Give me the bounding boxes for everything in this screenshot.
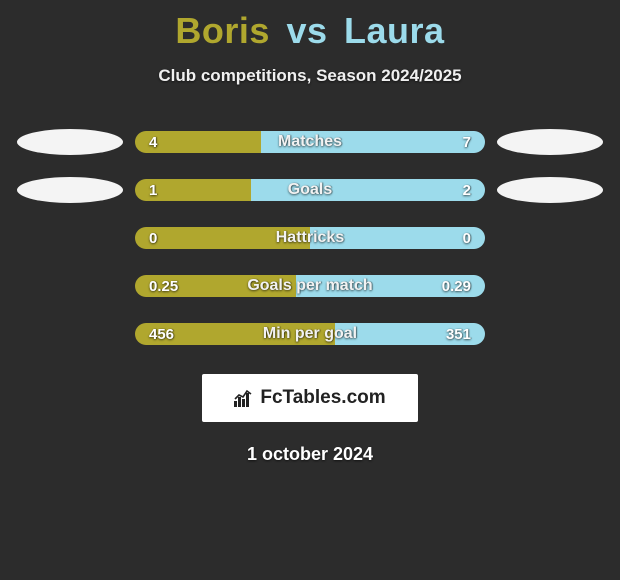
stat-row: 12Goals <box>0 178 620 202</box>
stat-label: Min per goal <box>135 323 485 345</box>
stat-row: 47Matches <box>0 130 620 154</box>
player1-oval <box>17 129 123 155</box>
stat-row: 00Hattricks <box>0 226 620 250</box>
subtitle: Club competitions, Season 2024/2025 <box>0 66 620 86</box>
stat-label: Goals per match <box>135 275 485 297</box>
stat-bar: 00Hattricks <box>135 227 485 249</box>
logo-inner: FcTables.com <box>234 387 385 409</box>
stat-bar: 456351Min per goal <box>135 323 485 345</box>
left-slot <box>5 177 135 203</box>
comparison-widget: Boris vs Laura Club competitions, Season… <box>0 0 620 465</box>
player2-oval <box>497 129 603 155</box>
stat-label: Matches <box>135 131 485 153</box>
stat-bar: 47Matches <box>135 131 485 153</box>
left-slot <box>5 129 135 155</box>
vs-separator: vs <box>286 10 327 51</box>
player1-name: Boris <box>175 10 270 51</box>
logo-text: FcTables.com <box>260 387 385 409</box>
stat-label: Goals <box>135 179 485 201</box>
player2-name: Laura <box>344 10 445 51</box>
stat-bar: 0.250.29Goals per match <box>135 275 485 297</box>
stat-label: Hattricks <box>135 227 485 249</box>
right-slot <box>485 177 615 203</box>
player1-oval <box>17 177 123 203</box>
source-logo: FcTables.com <box>202 374 418 422</box>
player2-oval <box>497 177 603 203</box>
stat-row: 0.250.29Goals per match <box>0 274 620 298</box>
date: 1 october 2024 <box>0 444 620 465</box>
stats-rows: 47Matches 12Goals 00Hattricks 0.250.29Goals… <box>0 130 620 346</box>
page-title: Boris vs Laura <box>0 10 620 52</box>
chart-icon <box>234 389 256 407</box>
stat-bar: 12Goals <box>135 179 485 201</box>
right-slot <box>485 129 615 155</box>
stat-row: 456351Min per goal <box>0 322 620 346</box>
